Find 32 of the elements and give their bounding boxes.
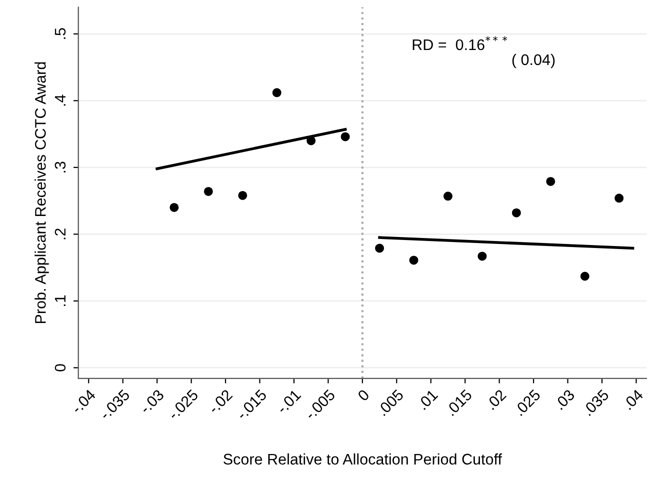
point — [375, 244, 384, 253]
point — [512, 208, 521, 218]
point — [340, 132, 350, 142]
annotation: RD = 0.16$^{***}$ — [412, 36, 508, 50]
x-tick-label: -.04 — [70, 388, 96, 414]
point — [272, 88, 282, 98]
y-tick-label: .2 — [54, 228, 66, 240]
point — [409, 256, 418, 265]
point — [443, 192, 452, 201]
x-tick-label: -.01 — [276, 388, 302, 414]
x-tick-label: .01 — [417, 388, 438, 410]
point — [204, 186, 213, 196]
y-tick-label: .1 — [54, 295, 66, 306]
y-tick-label: .3 — [54, 162, 66, 172]
point — [614, 194, 624, 203]
y-axis-title: Prob. Applicant Receives CCTC Award — [34, 62, 49, 324]
x-tick-label: 0 — [357, 388, 370, 402]
x-tick-label: -.02 — [208, 388, 233, 414]
annotation: ( 0.04) — [512, 54, 555, 68]
x-tick-label: .04 — [622, 388, 644, 410]
y-tick-label: 0 — [54, 364, 66, 372]
y-tick-label: .5 — [54, 28, 66, 39]
point — [238, 190, 248, 200]
point — [170, 202, 179, 212]
x-tick-label: -.03 — [139, 388, 165, 414]
x-tick-label: .02 — [486, 388, 507, 410]
x-axis-title: Score Relative to Allocation Period Cutoff — [224, 453, 502, 465]
point — [478, 252, 487, 261]
point — [580, 272, 590, 281]
x-tick-label: .03 — [554, 388, 576, 410]
point — [546, 176, 556, 186]
y-tick-label: .4 — [54, 94, 66, 106]
